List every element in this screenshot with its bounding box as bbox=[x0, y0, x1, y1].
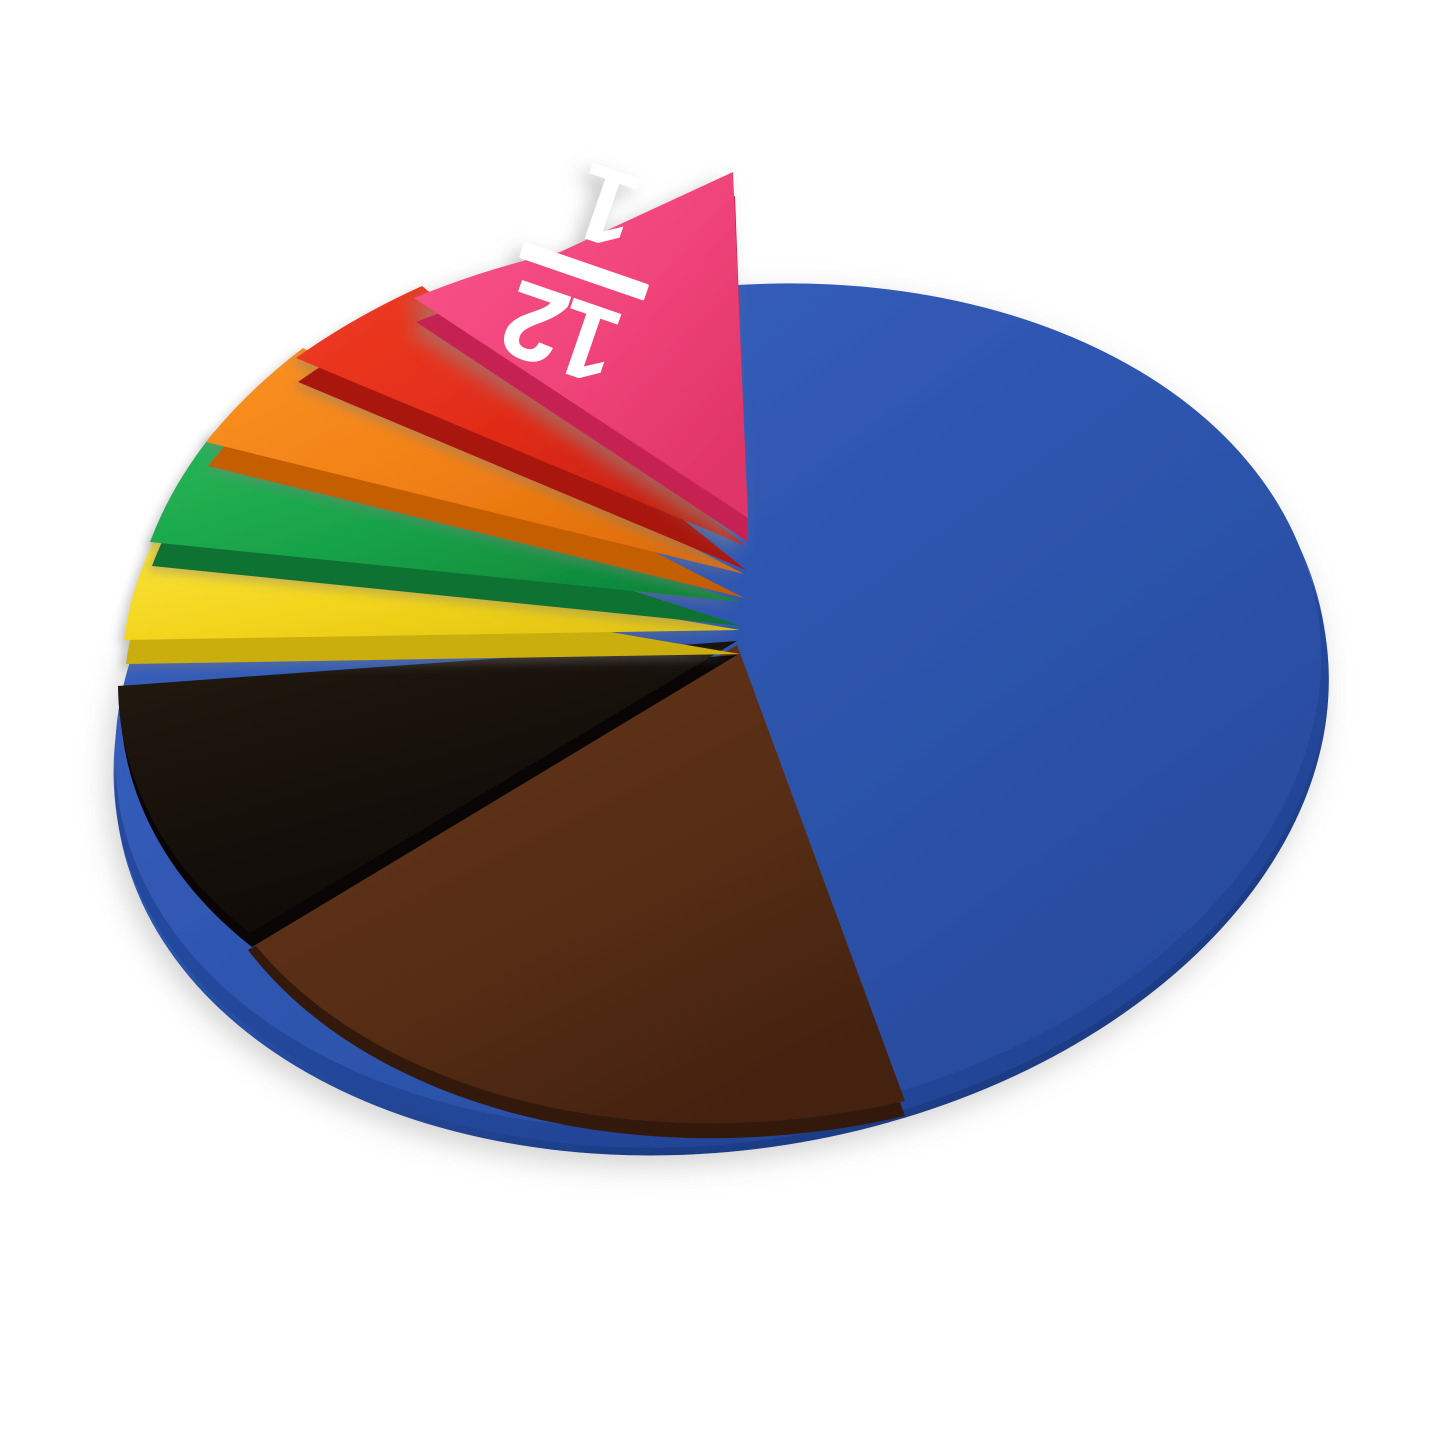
brown-sector-face bbox=[248, 645, 905, 1124]
pink-sector[interactable]: 12 1 bbox=[414, 128, 748, 542]
brown-sector[interactable] bbox=[248, 645, 905, 1139]
red-sector[interactable] bbox=[296, 286, 746, 570]
black-sector[interactable] bbox=[118, 641, 737, 947]
fraction-bar bbox=[519, 242, 649, 301]
black-sector-face bbox=[118, 641, 737, 933]
orange-sector-face bbox=[206, 348, 744, 574]
orange-sector[interactable] bbox=[206, 348, 744, 598]
pink-sector-face bbox=[414, 172, 748, 518]
red-sector-face bbox=[296, 286, 746, 546]
